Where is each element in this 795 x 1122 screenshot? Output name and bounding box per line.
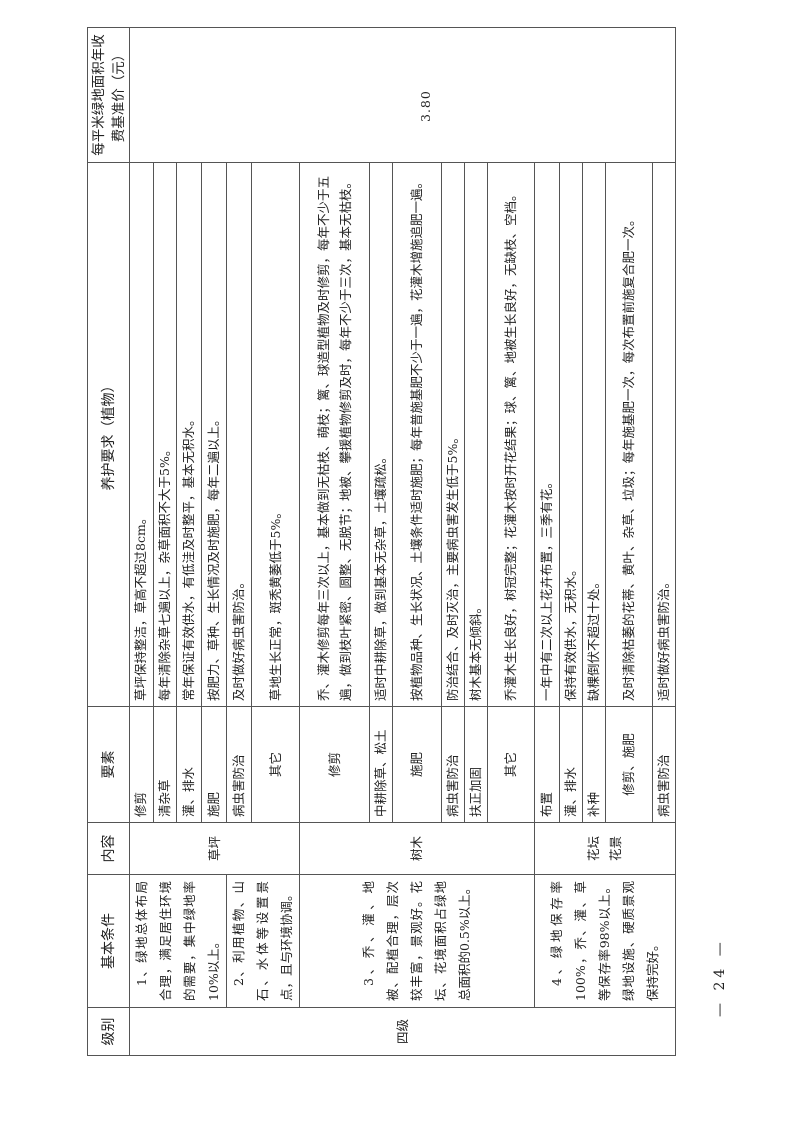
- element-cell: 病虫害防治: [226, 706, 252, 823]
- element-cell: 补种: [582, 706, 606, 823]
- element-cell: 修剪: [299, 706, 370, 823]
- table-row: 四级 1、绿地总体布局合理，满足居住环境的需要，集中绿地率10%以上。 草坪 修…: [129, 27, 676, 1056]
- requirement-cell: 及时清除枯萎的花蒂、黄叶、杂草、垃圾；每年施基肥一次，每次布置前施复合肥一次。: [605, 162, 653, 707]
- element-cell: 灌、排水: [559, 706, 583, 823]
- element-cell: 灌、排水: [176, 706, 202, 823]
- requirement-cell: 保持有效供水，无积水。: [559, 162, 583, 707]
- maintenance-standard-table: 级别 基本条件 内容 要素 养护要求（植物） 每平米绿地面积年收费基准价（元） …: [87, 27, 676, 1056]
- requirement-cell: 按肥力、草种、生长情况及时施肥，每年二遍以上。: [201, 162, 227, 707]
- price-value: 3.80: [418, 90, 433, 122]
- header-level: 级别: [87, 1007, 130, 1056]
- header-basic-conditions: 基本条件: [87, 874, 130, 1008]
- element-cell: 病虫害防治: [652, 706, 676, 823]
- element-cell: 修剪、施肥: [605, 706, 653, 823]
- requirement-cell: 缺棵倒伏不超过十处。: [582, 162, 606, 707]
- content-cell: 草坪: [129, 822, 300, 875]
- content-cell: 花坛 花景: [534, 822, 676, 875]
- price-cell: [129, 27, 676, 163]
- requirement-cell: 树木基本无倾斜。: [464, 162, 488, 707]
- element-cell: 其它: [487, 706, 535, 823]
- requirement-cell: 适时中耕除草，做到基本无杂草，土壤疏松。: [369, 162, 393, 707]
- requirement-cell: 乔、灌木修剪每年三次以上，基本做到无枯枝、萌枝；篱、球造型植物及时修剪，每年不少…: [299, 162, 370, 707]
- element-cell: 布置: [534, 706, 560, 823]
- element-cell: 清杂草: [153, 706, 177, 823]
- table-row: 3、乔、灌、地被、配植合理，层次较丰富，景观好。花坛、花境面积占绿地总面积的0.…: [299, 28, 535, 1056]
- condition-cell: 1、绿地总体布局合理，满足居住环境的需要，集中绿地率10%以上。: [129, 874, 227, 1008]
- requirement-cell: 乔灌木生长良好，树冠完整；花灌木按时开花结果；球、篱、地被生长良好，无缺枝、空档…: [487, 162, 535, 707]
- requirement-cell: 适时做好病虫害防治。: [652, 162, 676, 707]
- condition-cell: 3、乔、灌、地被、配植合理，层次较丰富，景观好。花坛、花境面积占绿地总面积的0.…: [299, 874, 535, 1008]
- element-cell: 扶正加固: [464, 706, 488, 823]
- element-cell: 施肥: [201, 706, 227, 823]
- requirement-cell: 一年中有二次以上花卉布置，三季有花。: [534, 162, 560, 707]
- content-cell: 树木: [299, 822, 535, 875]
- page-number: — 24 —: [712, 938, 728, 1017]
- level-cell: 四级: [129, 1007, 676, 1056]
- requirement-cell: 草地生长正常，斑秃黄萎低于5%。: [251, 162, 300, 707]
- requirement-cell: 按植物品种、生长状况、土壤条件适时施肥；每年普施基肥不少于一遍，花灌木增施追肥一…: [392, 162, 442, 707]
- requirement-cell: 草坪保持整洁，草高不超过8cm。: [129, 162, 154, 707]
- header-element: 要素: [87, 706, 130, 823]
- element-cell: 病虫害防治: [441, 706, 465, 823]
- element-cell: 修剪: [129, 706, 154, 823]
- table-row: 4、绿地保存率100%，乔、灌、草等保存率98%以上。绿地设施、硬质景观保持完好…: [534, 28, 676, 1056]
- condition-cell: 4、绿地保存率100%，乔、灌、草等保存率98%以上。绿地设施、硬质景观保持完好…: [534, 874, 676, 1008]
- condition-cell: 2、利用植物、山石、水体等设置景点，且与环境协调。: [226, 874, 300, 1008]
- element-cell: 中耕除草、松土: [369, 706, 393, 823]
- header-price: 每平米绿地面积年收费基准价（元）: [87, 27, 130, 163]
- requirement-cell: 防治结合、及时灭治，主要病虫害发生低于5%。: [441, 162, 465, 707]
- table-row: 2、利用植物、山石、水体等设置景点，且与环境协调。 病虫害防治 及时做好病虫害防…: [226, 28, 300, 1056]
- requirement-cell: 常年保证有效供水，有低洼及时整平，基本无积水。: [176, 162, 202, 707]
- element-cell: 其它: [251, 706, 300, 823]
- header-requirement: 养护要求（植物）: [87, 162, 130, 707]
- header-content: 内容: [87, 822, 130, 875]
- requirement-cell: 每年清除杂草七遍以上，杂草面积不大于5%。: [153, 162, 177, 707]
- header-row: 级别 基本条件 内容 要素 养护要求（植物） 每平米绿地面积年收费基准价（元）: [87, 27, 130, 1056]
- element-cell: 施肥: [392, 706, 442, 823]
- requirement-cell: 及时做好病虫害防治。: [226, 162, 252, 707]
